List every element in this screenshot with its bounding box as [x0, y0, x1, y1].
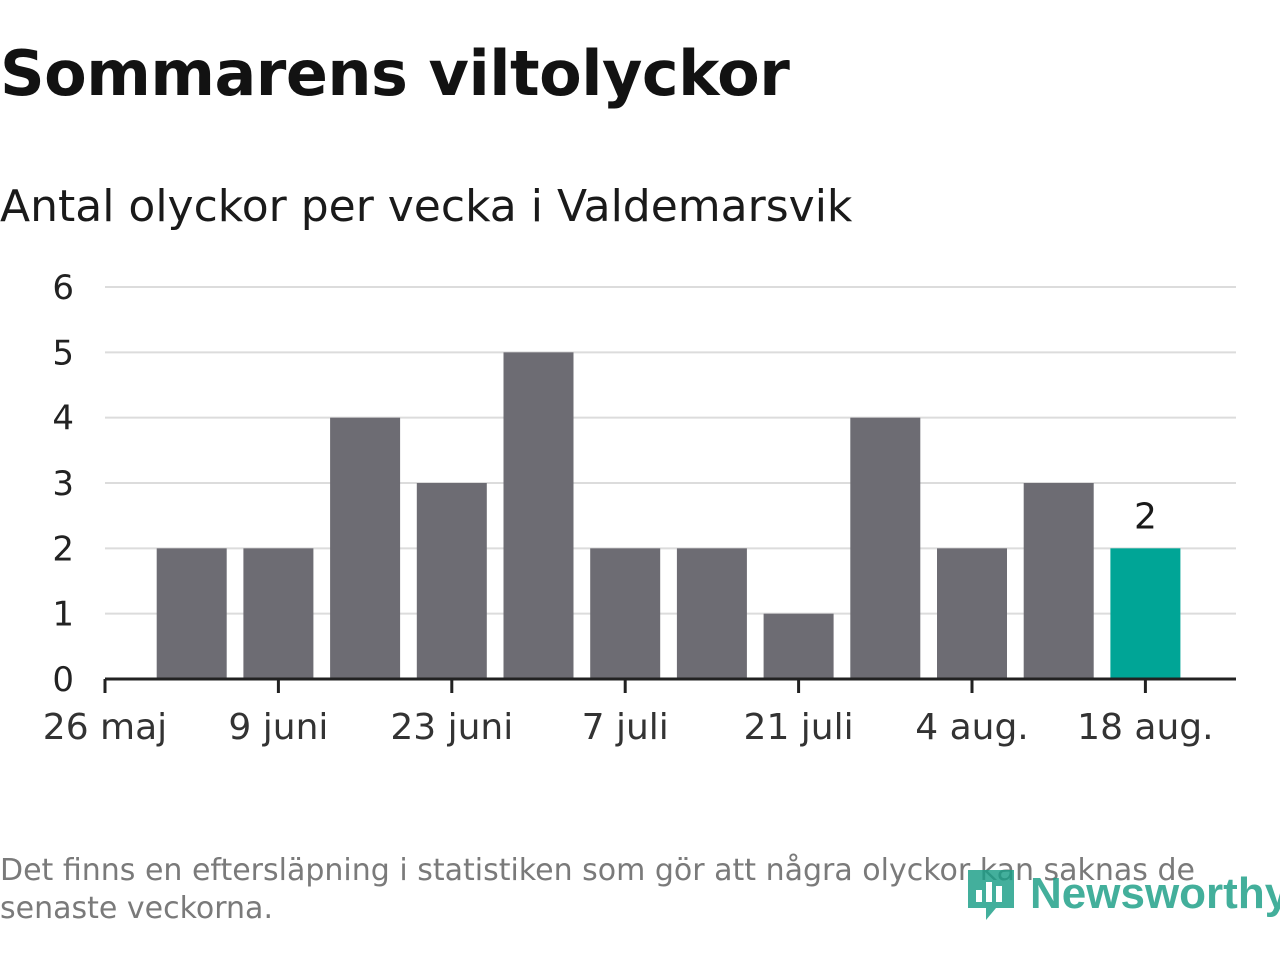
- bar: [937, 548, 1007, 679]
- x-tick-label: 18 aug.: [1077, 707, 1213, 748]
- y-tick-label: 4: [52, 399, 74, 439]
- bar: [1023, 483, 1094, 679]
- chart-subtitle: Antal olyckor per vecka i Valdemarsvik: [0, 181, 853, 232]
- data-label: 2: [1134, 496, 1157, 537]
- newsworthy-logo-icon: [968, 870, 1014, 920]
- y-tick-label: 6: [52, 268, 74, 308]
- bar: [590, 548, 661, 679]
- bar: [330, 417, 401, 679]
- x-tick-label: 4 aug.: [915, 707, 1029, 748]
- bar-chart: 0 1 2 3 4 5 6 2 26 maj 9 juni 23 juni 7 juli 21 juli…: [43, 268, 1236, 748]
- bar: [503, 352, 574, 679]
- bar: [156, 548, 227, 679]
- x-tick-label: 26 maj: [43, 707, 167, 748]
- x-tick-label: 7 juli: [582, 707, 669, 748]
- x-tick-label: 23 juni: [390, 707, 513, 748]
- brand-logo: Newsworthy: [964, 862, 1280, 926]
- bar: [850, 417, 921, 679]
- brand-name: Newsworthy: [1030, 869, 1280, 918]
- y-tick-label: 1: [52, 595, 74, 635]
- chart-title: Sommarens viltolyckor: [0, 37, 790, 110]
- bar: [676, 548, 747, 679]
- x-tick-label: 9 juni: [228, 707, 328, 748]
- y-tick-label: 0: [52, 660, 74, 700]
- bar: [763, 613, 834, 679]
- bar: [1110, 548, 1181, 679]
- bar: [416, 483, 487, 679]
- y-tick-label: 5: [52, 333, 74, 373]
- x-tick-label: 21 juli: [744, 707, 854, 748]
- y-tick-label: 2: [52, 529, 74, 569]
- y-tick-label: 3: [52, 464, 74, 504]
- bar: [243, 548, 314, 679]
